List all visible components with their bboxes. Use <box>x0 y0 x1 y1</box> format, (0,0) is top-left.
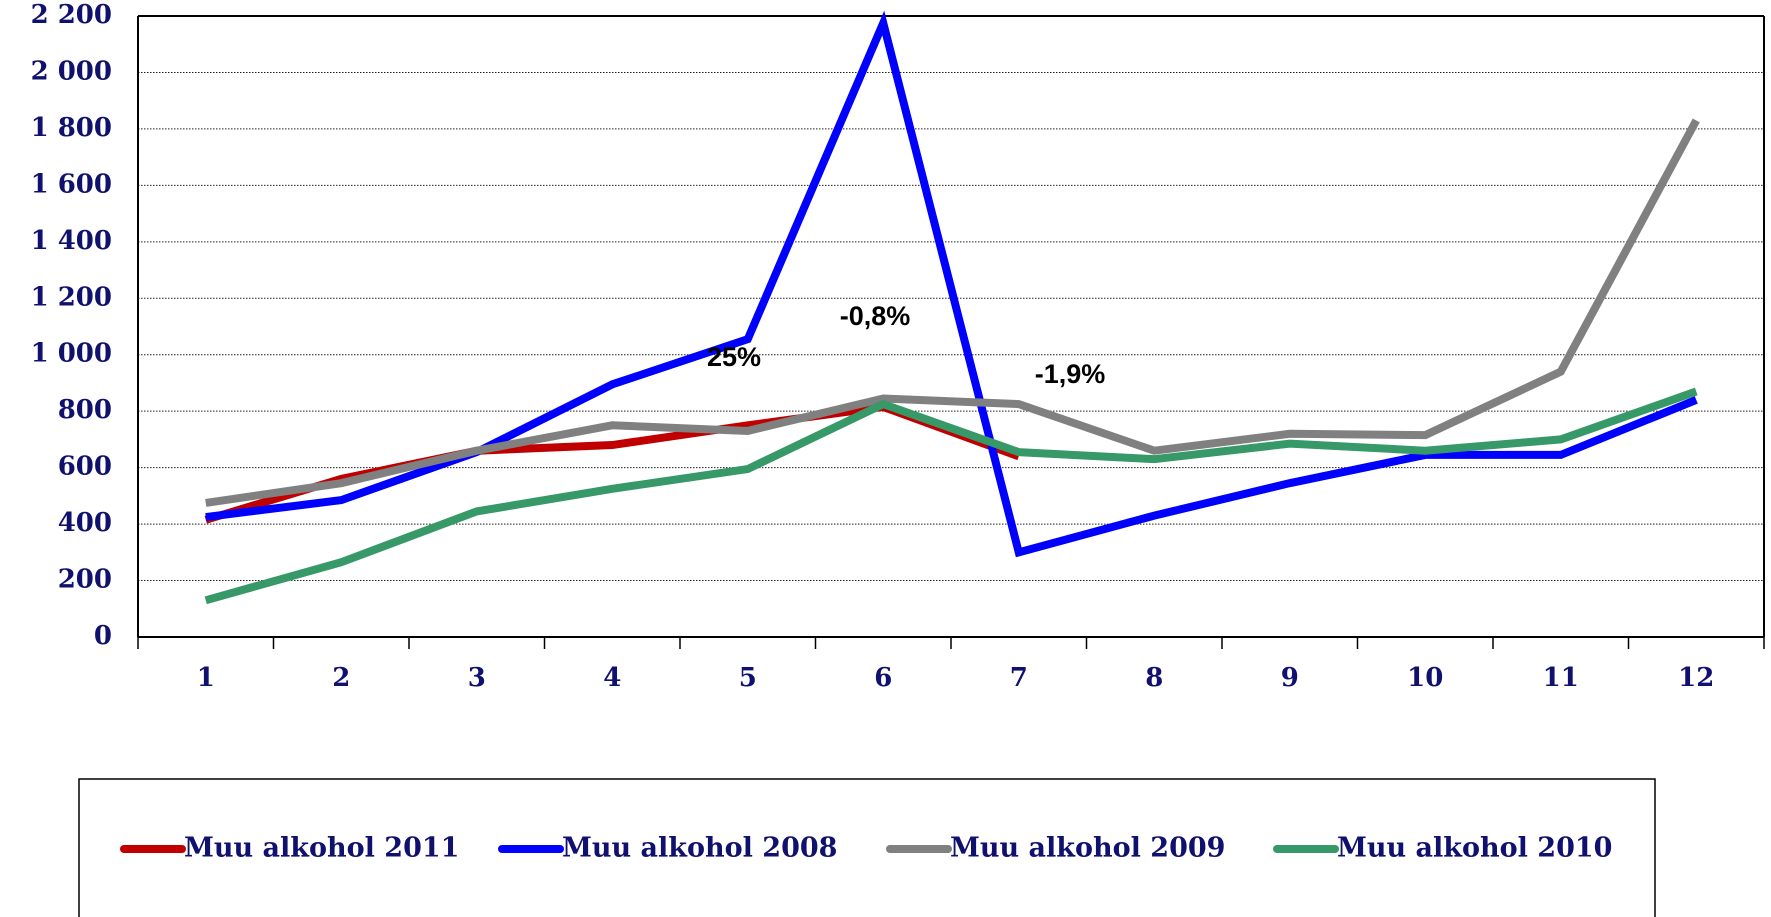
legend-label: Muu alkohol 2008 <box>562 833 837 864</box>
y-tick-label: 0 <box>94 621 112 651</box>
legend-label: Muu alkohol 2010 <box>1337 833 1612 864</box>
annotation: 25% <box>707 342 761 372</box>
x-tick-label: 9 <box>1281 663 1299 693</box>
x-tick-label: 11 <box>1543 663 1579 693</box>
annotation: -0,8% <box>840 301 911 331</box>
y-tick-label: 2 200 <box>31 0 112 30</box>
x-tick-label: 4 <box>603 663 621 693</box>
legend-box <box>78 778 1656 917</box>
y-tick-label: 400 <box>58 508 112 538</box>
y-tick-label: 1 000 <box>31 339 112 369</box>
series-line <box>205 118 1700 507</box>
y-tick-label: 600 <box>58 452 112 482</box>
x-tick-label: 2 <box>332 663 350 693</box>
series-line <box>205 10 1698 558</box>
y-tick-label: 1 400 <box>31 226 112 256</box>
annotation: -1,9% <box>1035 359 1106 389</box>
series-line <box>204 387 1698 605</box>
y-tick-label: 1 600 <box>31 169 112 199</box>
y-tick-label: 1 800 <box>31 113 112 143</box>
x-tick-label: 10 <box>1407 663 1443 693</box>
x-tick-label: 5 <box>739 663 757 693</box>
x-tick-label: 6 <box>874 663 892 693</box>
x-tick-label: 12 <box>1678 663 1714 693</box>
x-tick-label: 8 <box>1145 663 1163 693</box>
x-tick-label: 3 <box>468 663 486 693</box>
y-tick-label: 200 <box>58 565 112 595</box>
y-tick-label: 800 <box>58 395 112 425</box>
y-tick-label: 2 000 <box>31 56 112 86</box>
x-tick-label: 1 <box>197 663 215 693</box>
x-tick-label: 7 <box>1010 663 1028 693</box>
legend-label: Muu alkohol 2011 <box>184 833 459 864</box>
y-tick-label: 1 200 <box>31 282 112 312</box>
legend-label: Muu alkohol 2009 <box>950 833 1225 864</box>
